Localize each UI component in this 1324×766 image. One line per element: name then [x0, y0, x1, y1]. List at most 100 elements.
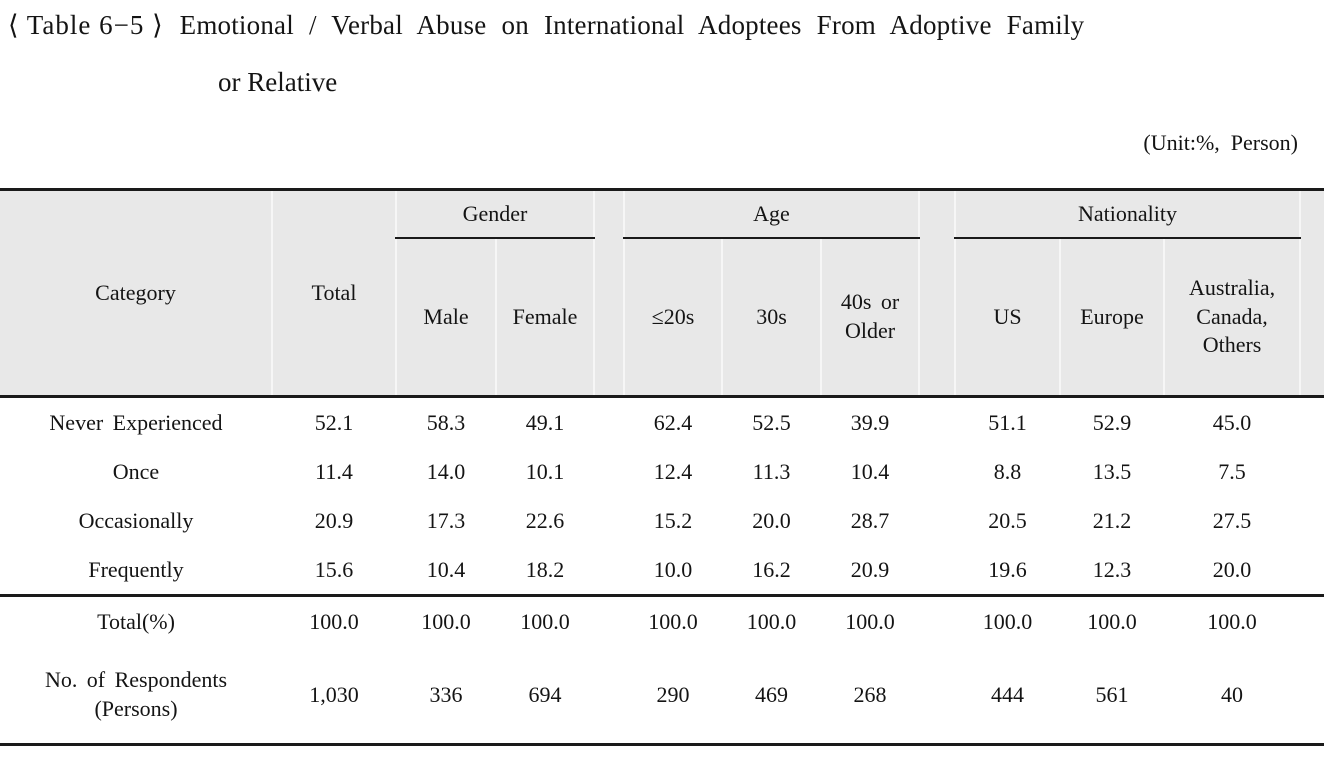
data-cell: 561	[1060, 647, 1164, 745]
data-cell: 20.9	[272, 496, 396, 545]
data-cell: 40	[1164, 647, 1301, 745]
group-header-age: Age	[623, 189, 919, 239]
data-cell: 268	[821, 647, 919, 745]
spacer-cell	[1300, 496, 1324, 545]
header-group-row: Category Total Gender Age Nationality	[0, 189, 1324, 398]
data-cell: 22.6	[496, 496, 594, 545]
row-label: Once	[0, 447, 272, 496]
header-spacer	[918, 189, 955, 398]
data-cell: 16.2	[722, 545, 821, 596]
data-cell: 19.6	[955, 545, 1060, 596]
table-row: Frequently 15.6 10.4 18.2 10.0 16.2 20.9…	[0, 545, 1324, 596]
data-cell: 20.9	[821, 545, 919, 596]
data-cell: 49.1	[496, 396, 594, 447]
spacer-cell	[919, 647, 955, 745]
spacer-cell	[594, 594, 624, 647]
respondents-row: No. of Respondents (Persons) 1,030 336 6…	[0, 647, 1324, 745]
spacer-cell	[1300, 396, 1324, 447]
spacer-cell	[594, 647, 624, 745]
header-spacer	[1299, 189, 1324, 398]
data-cell: 52.5	[722, 396, 821, 447]
data-table: Category Total Gender Age Nationality Ma…	[0, 188, 1324, 746]
header-spacer	[593, 189, 624, 398]
row-label: Frequently	[0, 545, 272, 596]
spacer-cell	[919, 594, 955, 647]
data-cell: 12.4	[624, 447, 722, 496]
data-cell: 10.4	[821, 447, 919, 496]
table-title: ⟨ Table 6−5 ⟩ Emotional / Verbal Abuse o…	[8, 10, 1084, 41]
data-cell: 13.5	[1060, 447, 1164, 496]
data-cell: 10.0	[624, 545, 722, 596]
respondents-label-line1: No. of Respondents	[44, 667, 228, 693]
data-cell: 336	[396, 647, 496, 745]
data-cell: 15.2	[624, 496, 722, 545]
data-cell: 1,030	[272, 647, 396, 745]
respondents-label-line2: (Persons)	[94, 696, 178, 721]
data-cell: 7.5	[1164, 447, 1301, 496]
group-header-nationality: Nationality	[953, 189, 1301, 239]
data-cell: 11.4	[272, 447, 396, 496]
row-label: Occasionally	[0, 496, 272, 545]
spacer-cell	[594, 447, 624, 496]
data-cell: 10.4	[396, 545, 496, 596]
data-cell: 12.3	[1060, 545, 1164, 596]
row-label: Total(%)	[0, 594, 272, 647]
column-header-us: US	[954, 238, 1060, 398]
spacer-cell	[919, 545, 955, 596]
column-header-europe: Europe	[1059, 238, 1164, 398]
spacer-cell	[1300, 447, 1324, 496]
spacer-cell	[1300, 594, 1324, 647]
table-row: Once 11.4 14.0 10.1 12.4 11.3 10.4 8.8 1…	[0, 447, 1324, 496]
unit-note: (Unit:%, Person)	[1143, 130, 1298, 155]
total-row: Total(%) 100.0 100.0 100.0 100.0 100.0 1…	[0, 594, 1324, 647]
data-table-container: Category Total Gender Age Nationality Ma…	[0, 188, 1324, 746]
spacer-cell	[919, 396, 955, 447]
column-header-30s: 30s	[721, 238, 821, 398]
data-cell: 17.3	[396, 496, 496, 545]
spacer-cell	[594, 545, 624, 596]
row-label: Never Experienced	[0, 396, 272, 447]
data-cell: 20.0	[1164, 545, 1301, 596]
table-number-marker: ⟨ Table 6−5 ⟩	[8, 10, 164, 40]
data-cell: 52.9	[1060, 396, 1164, 447]
data-cell: 58.3	[396, 396, 496, 447]
data-cell: 15.6	[272, 545, 396, 596]
row-label: No. of Respondents (Persons)	[0, 647, 272, 745]
table-title-text: Emotional / Verbal Abuse on Internationa…	[179, 10, 1085, 40]
data-cell: 100.0	[722, 594, 821, 647]
data-cell: 45.0	[1164, 396, 1301, 447]
data-cell: 39.9	[821, 396, 919, 447]
data-cell: 10.1	[496, 447, 594, 496]
data-cell: 100.0	[1060, 594, 1164, 647]
data-cell: 18.2	[496, 545, 594, 596]
data-cell: 100.0	[821, 594, 919, 647]
spacer-cell	[594, 396, 624, 447]
data-cell: 11.3	[722, 447, 821, 496]
column-header-australia-canada-others: Australia, Canada, Others	[1162, 238, 1301, 398]
spacer-cell	[919, 447, 955, 496]
data-cell: 100.0	[496, 594, 594, 647]
column-header-male: Male	[395, 238, 496, 398]
column-header-female: Female	[495, 238, 594, 398]
group-header-gender: Gender	[395, 189, 594, 239]
data-cell: 14.0	[396, 447, 496, 496]
table-header: Category Total Gender Age Nationality Ma…	[0, 189, 1324, 398]
table-body: Never Experienced 52.1 58.3 49.1 62.4 52…	[0, 396, 1324, 745]
data-cell: 100.0	[1164, 594, 1301, 647]
data-cell: 52.1	[272, 396, 396, 447]
data-cell: 444	[955, 647, 1060, 745]
data-cell: 290	[624, 647, 722, 745]
data-cell: 8.8	[955, 447, 1060, 496]
column-header-total: Total	[271, 189, 396, 398]
data-cell: 28.7	[821, 496, 919, 545]
column-header-category: Category	[0, 189, 272, 398]
data-cell: 20.5	[955, 496, 1060, 545]
table-title-continued: or Relative	[218, 67, 338, 97]
table-row: Occasionally 20.9 17.3 22.6 15.2 20.0 28…	[0, 496, 1324, 545]
spacer-cell	[1300, 545, 1324, 596]
data-cell: 20.0	[722, 496, 821, 545]
column-header-20s: ≤20s	[623, 238, 722, 398]
data-cell: 100.0	[396, 594, 496, 647]
column-header-40s-or-older: 40s or Older	[820, 238, 919, 398]
